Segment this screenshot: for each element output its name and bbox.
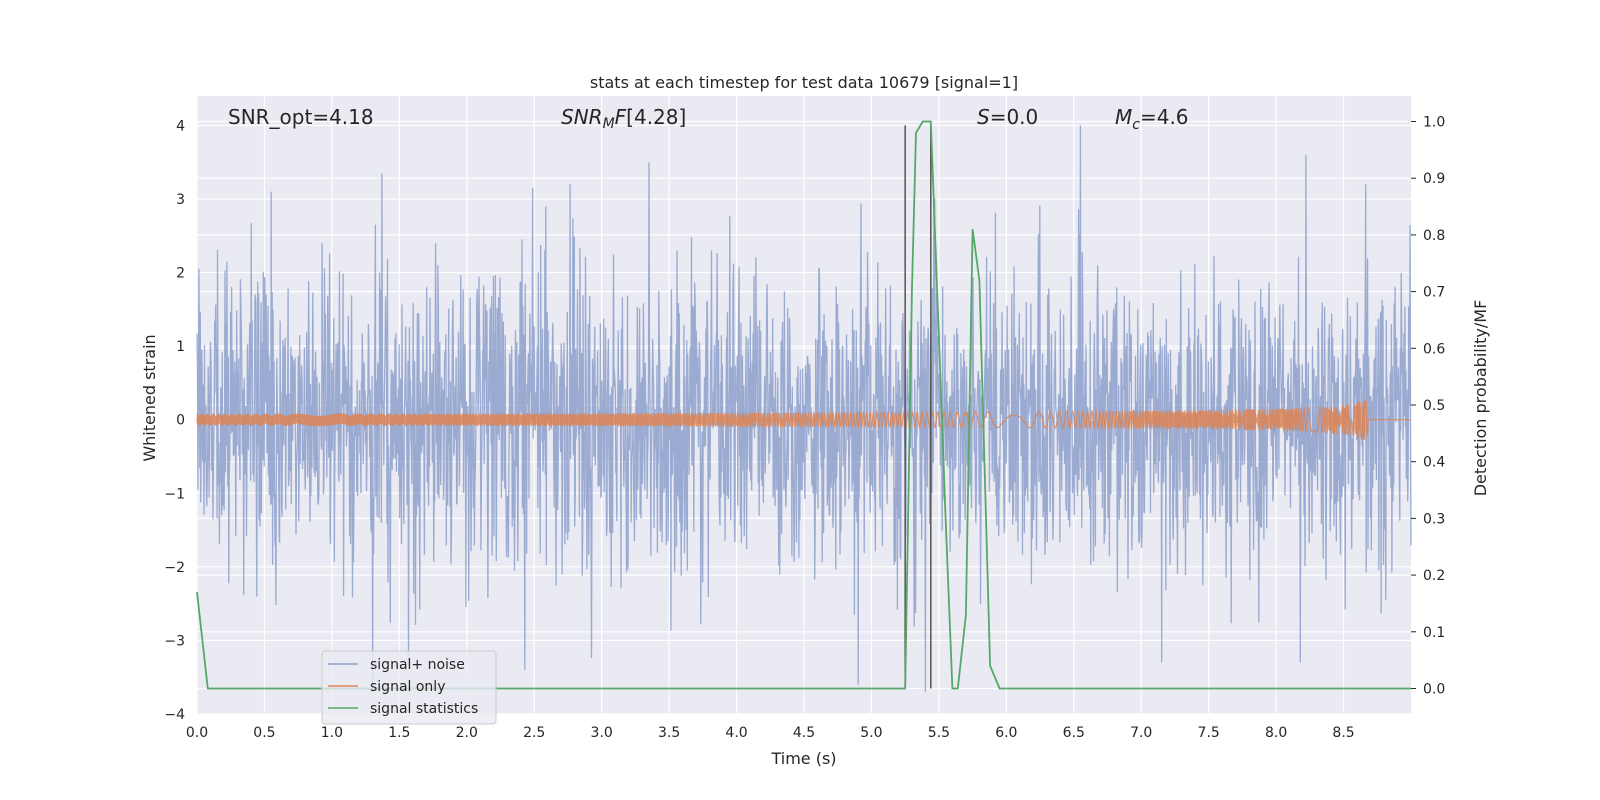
y2-tick-label: 0.2 — [1423, 568, 1445, 584]
y2-tick-label: 0.5 — [1423, 398, 1445, 414]
y2-ticks: 0.0 0.1 0.2 0.3 0.4 0.5 0.6 0.7 0.8 0.9 1.0 — [1411, 115, 1445, 697]
y-tick-label: 4 — [176, 118, 185, 134]
x-tick-label: 6.0 — [995, 725, 1017, 741]
y-tick-label: −3 — [164, 633, 185, 649]
x-tick-label: 3.5 — [658, 725, 680, 741]
grid — [196, 96, 1411, 715]
y-tick-label: −1 — [164, 486, 185, 502]
x-ticks: 0.0 0.5 1.0 1.5 2.0 2.5 3.0 3.5 4.0 4.5 5.0 5.5 6.0 6… — [186, 725, 1355, 741]
x-tick-label: 5.5 — [928, 725, 950, 741]
mc-value: =4.6 — [1140, 105, 1189, 129]
legend-label-signal-noise: signal+ noise — [370, 657, 465, 673]
x-tick-label: 2.0 — [456, 725, 478, 741]
x-tick-label: 1.0 — [321, 725, 343, 741]
mc-annotation: Mc=4.6 — [1115, 105, 1189, 133]
s-value: =0.0 — [990, 105, 1039, 129]
series-layer — [196, 125, 1412, 692]
x-tick-label: 2.5 — [523, 725, 545, 741]
x-tick-label: 4.0 — [725, 725, 747, 741]
y-axis-label: Whitened strain — [140, 334, 159, 461]
y2-tick-label: 0.3 — [1423, 511, 1445, 527]
x-tick-label: 8.5 — [1332, 725, 1354, 741]
y2-tick-label: 0.8 — [1423, 228, 1445, 244]
y-tick-label: 0 — [176, 413, 185, 429]
chart-title: stats at each timestep for test data 106… — [590, 73, 1018, 92]
x-tick-label: 1.5 — [388, 725, 410, 741]
y-tick-label: 3 — [176, 192, 185, 208]
x-tick-label: 0.0 — [186, 725, 208, 741]
legend-label-signal-only: signal only — [370, 679, 445, 695]
snr-mf-value: [4.28] — [626, 105, 686, 129]
y2-tick-label: 0.0 — [1423, 681, 1445, 697]
y-tick-label: 2 — [176, 266, 185, 282]
y2-tick-label: 1.0 — [1423, 115, 1445, 131]
y2-tick-label: 0.9 — [1423, 171, 1445, 187]
snr-mf-annotation: SNRMF[4.28] — [561, 105, 686, 132]
x-tick-label: 6.5 — [1063, 725, 1085, 741]
y2-tick-label: 0.1 — [1423, 625, 1445, 641]
legend-box — [321, 650, 497, 725]
y-tick-label: −4 — [164, 707, 185, 723]
x-tick-label: 0.5 — [253, 725, 275, 741]
y-ticks: −4 −3 −2 −1 0 1 2 3 4 — [164, 118, 185, 723]
legend: signal+ noise signal only signal statist… — [321, 650, 497, 725]
s-annotation: S=0.0 — [977, 105, 1038, 129]
snr-opt-annotation: SNR_opt=4.18 — [228, 105, 374, 129]
y2-tick-label: 0.4 — [1423, 455, 1445, 471]
y-tick-label: 1 — [176, 339, 185, 355]
x-tick-label: 7.0 — [1130, 725, 1152, 741]
x-axis-label: Time (s) — [770, 749, 836, 768]
y2-axis-label: Detection probability/MF — [1471, 300, 1490, 497]
x-tick-label: 8.0 — [1265, 725, 1287, 741]
x-tick-label: 3.0 — [591, 725, 613, 741]
y2-tick-label: 0.6 — [1423, 341, 1445, 357]
x-tick-label: 7.5 — [1198, 725, 1220, 741]
y2-tick-label: 0.7 — [1423, 285, 1445, 301]
legend-label-signal-statistics: signal statistics — [370, 701, 478, 717]
y-tick-label: −2 — [164, 560, 185, 576]
x-tick-label: 5.0 — [860, 725, 882, 741]
signal-only-line — [196, 399, 1411, 441]
x-tick-label: 4.5 — [793, 725, 815, 741]
vertical-markers — [904, 125, 932, 689]
